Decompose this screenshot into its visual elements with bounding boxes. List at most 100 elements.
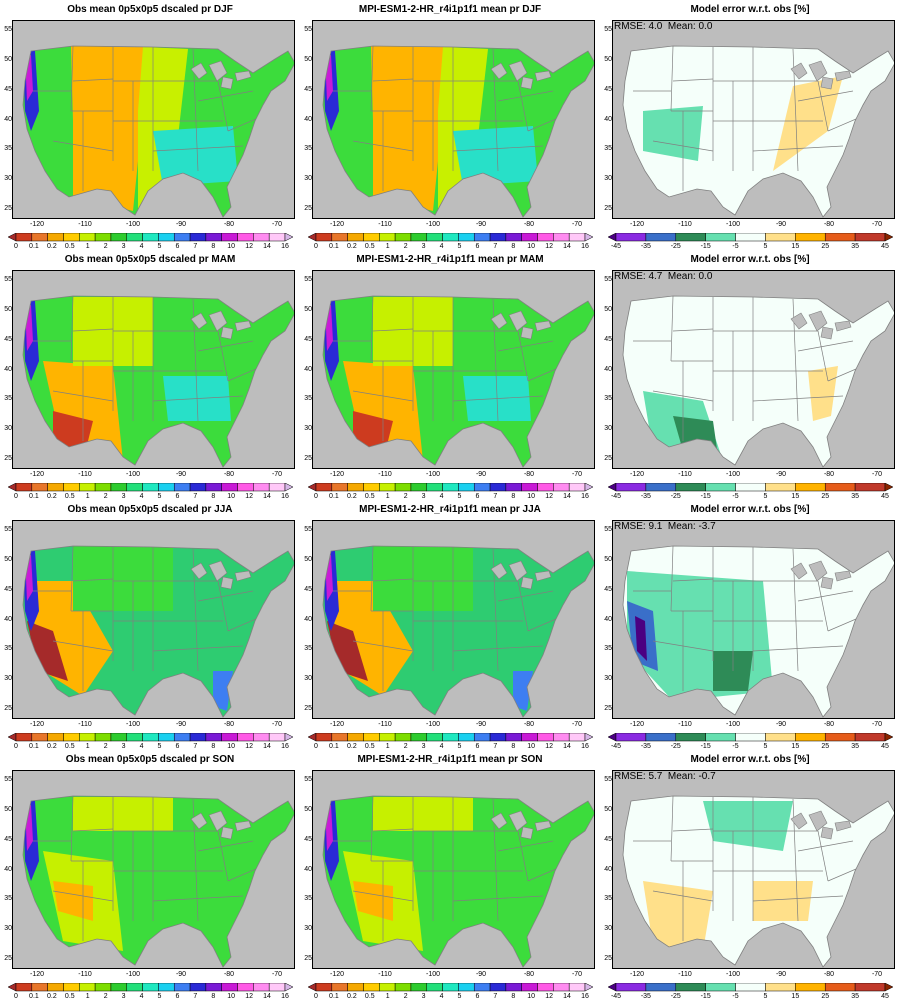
- positive-error-region: [773, 76, 843, 171]
- lat-tick-label: 40: [304, 615, 312, 623]
- colorbar-swatch: [331, 233, 348, 242]
- colorbar-tick-label: 8: [511, 243, 516, 250]
- colorbar-swatch: [824, 733, 856, 742]
- colorbar-right-arrow: [884, 233, 893, 242]
- state-border-line: [152, 645, 244, 652]
- colorbar-swatch: [31, 233, 48, 242]
- state-border-line: [797, 340, 854, 352]
- colorbar-swatch: [735, 733, 766, 742]
- state-border-line: [817, 330, 829, 382]
- colorbar-swatch: [442, 233, 459, 242]
- lat-tick-label: 55: [604, 276, 612, 283]
- colorbar-left-arrow: [608, 983, 617, 992]
- colorbar-swatch: [173, 483, 191, 492]
- colorbar-swatch: [31, 483, 48, 492]
- colorbar-tick-label: 16: [281, 993, 289, 1000]
- map-graphic: [313, 21, 594, 218]
- colorbar-tick-label: 0.2: [346, 493, 357, 500]
- colorbar-tick-label: 7: [493, 993, 498, 1000]
- colorbar-swatch: [94, 483, 112, 492]
- lat-tick-label: 55: [604, 26, 612, 33]
- state-border-line: [217, 330, 229, 382]
- lat-tick-label: 35: [4, 645, 12, 653]
- colorbar-swatch: [675, 483, 706, 492]
- lon-tick-label: -90: [775, 471, 787, 478]
- colorbar-swatch: [675, 983, 706, 992]
- state-border-line: [72, 828, 114, 832]
- colorbar-tick-label: 2: [403, 243, 408, 250]
- state-border-line: [797, 590, 854, 602]
- lon-tick-label: -110: [78, 971, 92, 978]
- colorbar-swatch: [126, 733, 143, 742]
- lat-tick-label: 25: [4, 205, 12, 212]
- colorbar-tick-label: 3: [121, 493, 126, 500]
- colorbar-swatch: [94, 983, 112, 992]
- lon-tick-label: -80: [223, 221, 235, 228]
- map-panel-son-error: Model error w.r.t. obs [%] RMSE: 5.7 Mean…: [600, 750, 900, 1000]
- colorbar-tick-label: 3: [421, 993, 426, 1000]
- map-frame: [12, 270, 295, 469]
- colorbar-swatch: [442, 983, 459, 992]
- state-border-line: [517, 330, 529, 382]
- colorbar-tick-label: 4: [439, 743, 444, 750]
- colorbar-swatch: [505, 233, 522, 242]
- great-lakes: [490, 560, 552, 590]
- colorbar-tick-label: 1: [85, 493, 90, 500]
- colorbar-tick-label: 1: [85, 743, 90, 750]
- colorbar-swatch: [189, 233, 207, 242]
- colorbar-tick-label: 5: [457, 993, 462, 1000]
- colorbar-swatch: [268, 233, 286, 242]
- colorbar-swatch: [394, 233, 412, 242]
- colorbar-tick-label: 4: [439, 993, 444, 1000]
- lat-tick-label: 40: [304, 115, 312, 123]
- state-border-line: [497, 90, 554, 102]
- lat-tick-label: 55: [4, 276, 12, 283]
- state-borders: [633, 546, 864, 691]
- colorbar-swatch: [47, 983, 64, 992]
- colorbar-tick-label: 7: [193, 243, 198, 250]
- colorbar-swatch: [426, 733, 443, 742]
- colorbar-swatch: [79, 733, 96, 742]
- colorbar-tick-label: 8: [211, 493, 216, 500]
- lon-tick-label: -120: [29, 721, 44, 728]
- lon-tick-label: -120: [629, 471, 644, 478]
- lon-tick-label: -80: [223, 721, 235, 728]
- lat-tick-label: 55: [604, 776, 612, 783]
- error-stats: RMSE: 5.7 Mean: -0.7: [614, 771, 716, 782]
- positive-error-region-east: [753, 881, 813, 921]
- colorbar-tick-label: 14: [263, 743, 271, 750]
- colorbar-tick-label: -15: [700, 493, 711, 500]
- colorbar-swatch: [410, 983, 428, 992]
- colorbar-tick-label: 45: [881, 493, 889, 500]
- map-graphic: [13, 21, 294, 218]
- colorbar-tick-label: 14: [563, 493, 571, 500]
- lon-tick-label: -80: [523, 721, 535, 728]
- lon-tick-label: -100: [725, 971, 740, 978]
- colorbar-swatch: [553, 983, 570, 992]
- coastline: [22, 45, 294, 218]
- colorbar-swatch: [795, 233, 826, 242]
- colorbar: 0 0.1 0.2 0.5 1 2 3 4 5 6 7 8 10 12 14 16: [308, 733, 593, 750]
- colorbar-swatch: [735, 233, 766, 242]
- lat-tick-label: 45: [304, 835, 312, 843]
- state-border-line: [752, 395, 844, 402]
- lat-tick-label: 25: [4, 705, 12, 712]
- colorbar-tick-label: 5: [157, 743, 162, 750]
- colorbar-swatch: [205, 233, 222, 242]
- colorbar-swatch: [253, 733, 270, 742]
- state-border-line: [197, 340, 254, 352]
- state-border-line: [797, 840, 854, 852]
- state-border-line: [372, 328, 414, 332]
- lat-tick-label: 45: [604, 85, 612, 93]
- colorbar-swatch: [253, 483, 270, 492]
- colorbar: 0 0.1 0.2 0.5 1 2 3 4 5 6 7 8 10 12 14 16: [8, 483, 293, 500]
- colorbar-swatch: [705, 233, 736, 242]
- colorbar-graphic: [8, 983, 293, 992]
- lon-tick-label: -100: [425, 721, 440, 728]
- colorbar-swatch: [765, 483, 796, 492]
- colorbar-tick-label: 12: [245, 743, 254, 750]
- colorbar-swatch: [458, 733, 475, 742]
- lat-tick-label: 55: [304, 276, 312, 283]
- colorbar-swatch: [705, 733, 736, 742]
- colorbar-tick-label: 0.5: [64, 993, 75, 1000]
